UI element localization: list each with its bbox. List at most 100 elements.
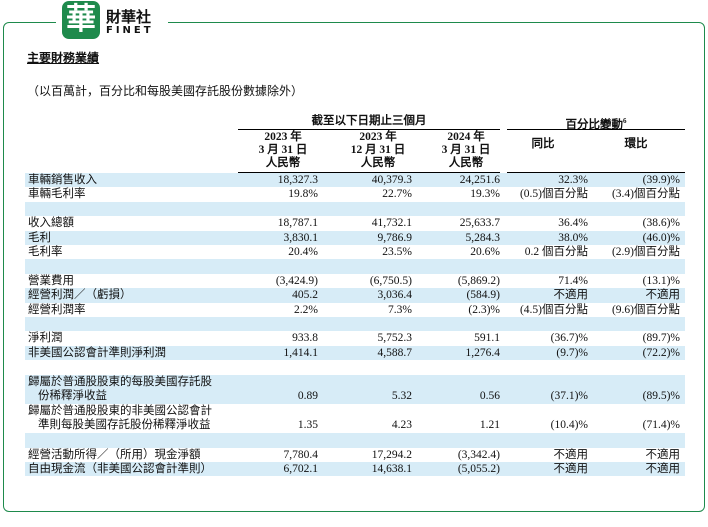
row-label: 毛利率: [28, 246, 63, 258]
table-row: [25, 374, 685, 404]
row-label: 車輛毛利率: [28, 188, 86, 201]
row-label: 經營活動所得／（所用）現金淨額: [28, 448, 201, 461]
row-label: 收入總額: [28, 217, 74, 230]
cell-value: 18,787.1: [277, 217, 318, 230]
cell-value: 3,036.4: [377, 289, 413, 302]
row-label: 歸屬於普通股股東的非美國公認會計: [28, 404, 212, 417]
cell-value: 19.8%: [288, 188, 318, 201]
change-header-text: 百分比變動: [565, 118, 624, 131]
cell-value: (72.2)%: [642, 346, 680, 359]
cell-value: 38.0%: [558, 231, 588, 244]
cell-value: (0.5)個百分點: [519, 188, 588, 201]
cell-value: (36.7)%: [550, 332, 588, 345]
column-header: 人民幣: [360, 157, 396, 169]
period-header: 截至以下日期止三個月: [311, 115, 427, 127]
cell-value: 23.5%: [382, 246, 412, 258]
header-rule: [238, 129, 500, 130]
cell-value: 17,294.2: [371, 448, 412, 461]
frame: [3, 22, 705, 512]
row-label: 歸屬於普通股股東的每股美國存託股: [28, 375, 212, 388]
cell-value: 不適用: [645, 289, 681, 302]
spacer-row: [25, 201, 685, 217]
cell-value: 71.4%: [558, 274, 588, 287]
row-label: 自由現金流（非美國公認會計準則）: [28, 463, 212, 475]
cell-value: (39.9)%: [642, 174, 680, 186]
cell-value: 不適用: [553, 463, 589, 475]
row-label: 淨利潤: [28, 332, 63, 345]
cell-value: (37.1)%: [550, 390, 588, 402]
cell-value: 20.6%: [470, 246, 500, 258]
cell-value: 19.3%: [470, 188, 500, 201]
cell-value: (13.1)%: [642, 274, 680, 287]
column-header: 環比: [624, 138, 648, 150]
cell-value: 1.21: [479, 419, 500, 432]
spacer-row: [25, 317, 685, 332]
cell-value: 18,327.3: [277, 174, 318, 186]
cell-value: 不適用: [553, 448, 589, 461]
cell-value: (5,869.2): [457, 274, 500, 287]
cell-value: 不適用: [645, 448, 681, 461]
logo-mark: 華: [62, 1, 100, 39]
cell-value: 41,732.1: [371, 217, 412, 230]
column-header: 3 月 31 日: [441, 144, 491, 156]
cell-value: 40,379.3: [371, 174, 412, 186]
cell-value: 5,752.3: [377, 332, 413, 345]
column-header: 2023 年: [264, 131, 302, 143]
column-header: 3 月 31 日: [258, 144, 308, 156]
subtitle: （以百萬計，百分比和每股美國存託股份數據除外）: [27, 84, 304, 98]
cell-value: (3.4)個百分點: [611, 188, 680, 201]
change-note: 6: [623, 117, 627, 125]
cell-value: 22.7%: [382, 188, 412, 201]
cell-value: 1,276.4: [465, 346, 501, 359]
cell-value: 0.89: [297, 390, 318, 402]
logo-latin: FINET: [106, 25, 154, 36]
cell-value: (9.6)個百分點: [611, 303, 680, 316]
row-label: 經營利潤率: [28, 303, 86, 316]
cell-value: (89.7)%: [642, 332, 680, 345]
row-label: 準則每股美國存託股份稀釋淨收益: [38, 419, 211, 432]
cell-value: (584.9): [466, 289, 500, 302]
cell-value: (3,342.4): [457, 448, 500, 461]
change-header: 百分比變動6: [507, 114, 685, 132]
cell-value: (2.9)個百分點: [611, 246, 680, 258]
row-label: 經營利潤／（虧損）: [28, 289, 132, 302]
header-rule: [507, 172, 685, 173]
cell-value: 32.3%: [558, 174, 588, 186]
cell-value: 25,633.7: [459, 217, 500, 230]
cell-value: 5.32: [391, 390, 412, 402]
cell-value: (5,055.2): [457, 463, 500, 475]
cell-value: 14,638.1: [371, 463, 412, 475]
cell-value: 1,414.1: [283, 346, 319, 359]
cell-value: 2.2%: [294, 303, 318, 316]
cell-value: 24,251.6: [459, 174, 500, 186]
cell-value: (2.3)%: [468, 303, 500, 316]
header-rule: [507, 129, 685, 130]
cell-value: (10.4)%: [550, 419, 588, 432]
cell-value: 不適用: [645, 463, 681, 475]
row-label: 份稀釋淨收益: [38, 390, 107, 402]
cell-value: 7.3%: [388, 303, 412, 316]
cell-value: (46.0)%: [642, 231, 680, 244]
row-label: 營業費用: [28, 274, 74, 287]
cell-value: (6,750.5): [369, 274, 412, 287]
cell-value: (9.7)%: [556, 346, 588, 359]
cell-value: 20.4%: [288, 246, 318, 258]
table-row: [25, 462, 685, 477]
cell-value: (71.4)%: [642, 419, 680, 432]
spacer-row: [25, 259, 685, 274]
table-row: [25, 345, 685, 361]
column-header: 人民幣: [448, 157, 484, 169]
cell-value: (4.5)個百分點: [519, 303, 588, 316]
cell-value: 0.2 個百分點: [524, 246, 588, 258]
column-header: 2024 年: [447, 131, 485, 143]
column-header: 人民幣: [265, 157, 301, 169]
cell-value: 5,284.3: [465, 231, 501, 244]
column-header: 12 月 31 日: [350, 144, 406, 156]
header-rule: [238, 172, 500, 173]
title: 主要財務業績: [27, 51, 100, 65]
logo-name: 財華社: [106, 8, 152, 26]
table-row: [25, 173, 685, 188]
cell-value: (38.6)%: [642, 217, 680, 230]
spacer-row: [25, 360, 685, 374]
